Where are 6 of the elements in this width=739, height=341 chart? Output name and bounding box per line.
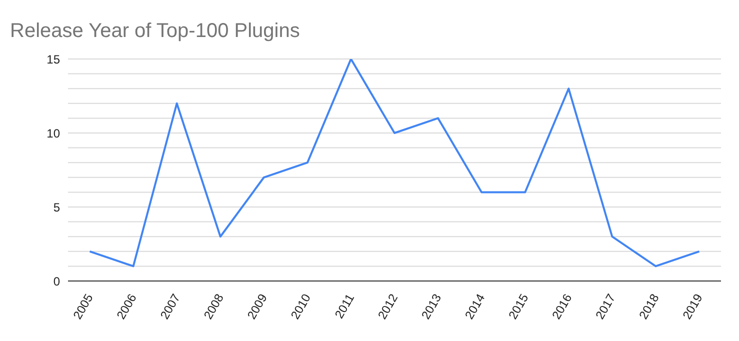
chart-title: Release Year of Top-100 Plugins (10, 20, 300, 43)
y-tick-label: 15 (46, 52, 60, 66)
y-tick-label: 0 (53, 274, 60, 288)
y-tick-label: 10 (46, 126, 60, 140)
y-tick-label: 5 (53, 200, 60, 214)
line-series (88, 59, 700, 268)
